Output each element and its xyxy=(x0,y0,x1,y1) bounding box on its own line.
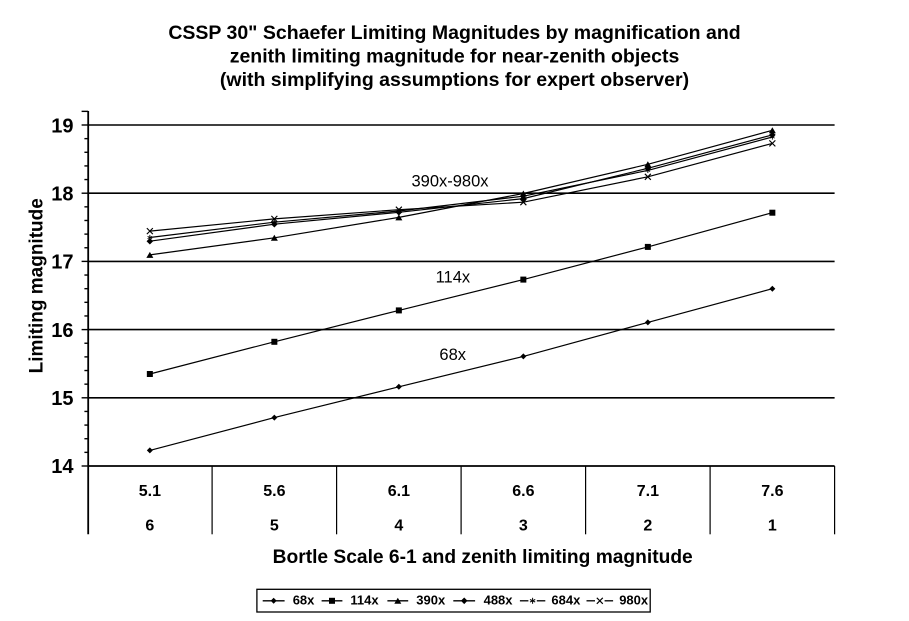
svg-text:5: 5 xyxy=(270,518,279,535)
svg-text:390x-980x: 390x-980x xyxy=(411,173,489,191)
svg-text:7.1: 7.1 xyxy=(637,483,659,500)
svg-text:15: 15 xyxy=(51,388,73,410)
svg-text:14: 14 xyxy=(51,456,74,478)
svg-text:6.6: 6.6 xyxy=(512,483,534,500)
svg-text:CSSP 30" Schaefer Limiting Mag: CSSP 30" Schaefer Limiting Magnitudes by… xyxy=(168,22,740,44)
svg-text:114x: 114x xyxy=(350,593,379,608)
svg-text:6: 6 xyxy=(145,518,154,535)
svg-text:16: 16 xyxy=(51,320,73,342)
svg-text:390x: 390x xyxy=(416,593,446,608)
svg-text:3: 3 xyxy=(519,518,528,535)
svg-text:17: 17 xyxy=(51,252,73,274)
svg-text:68x: 68x xyxy=(293,593,315,608)
svg-text:Bortle Scale 6-1 and zenith li: Bortle Scale 6-1 and zenith limiting mag… xyxy=(273,547,693,568)
svg-text:(with simplifying assumptions: (with simplifying assumptions for expert… xyxy=(220,69,689,91)
svg-text:1: 1 xyxy=(768,518,777,535)
svg-text:7.6: 7.6 xyxy=(761,483,783,500)
svg-text:5.6: 5.6 xyxy=(263,483,285,500)
svg-text:114x: 114x xyxy=(436,269,471,287)
svg-text:488x: 488x xyxy=(484,593,514,608)
svg-text:Limiting magnitude: Limiting magnitude xyxy=(26,198,47,373)
svg-text:5.1: 5.1 xyxy=(139,483,161,500)
svg-text:684x: 684x xyxy=(551,593,581,608)
svg-text:6.1: 6.1 xyxy=(388,483,410,500)
svg-text:68x: 68x xyxy=(439,346,466,364)
svg-text:zenith limiting magnitude for: zenith limiting magnitude for near-zenit… xyxy=(230,46,680,68)
svg-text:19: 19 xyxy=(51,115,73,137)
svg-text:2: 2 xyxy=(643,518,652,535)
svg-text:18: 18 xyxy=(51,184,73,206)
svg-text:4: 4 xyxy=(394,518,403,535)
svg-text:980x: 980x xyxy=(619,593,649,608)
